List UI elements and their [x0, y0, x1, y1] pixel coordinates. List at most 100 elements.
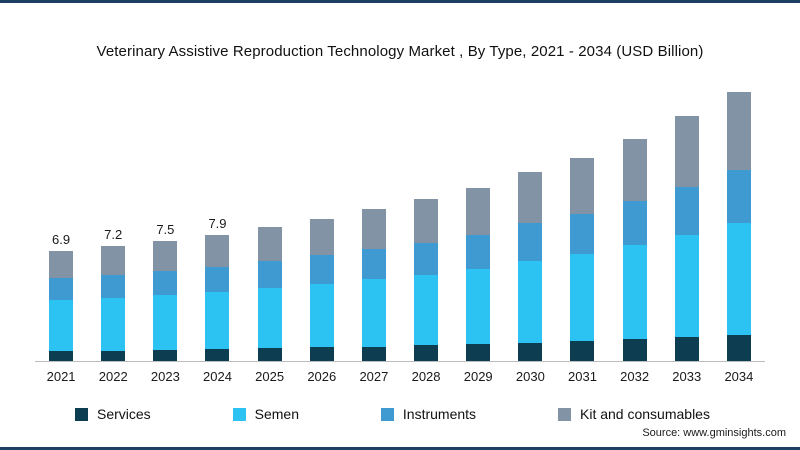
- bar-column-2025: [244, 82, 296, 361]
- segment-services-2033: [674, 337, 699, 361]
- stacked-bar-2021: [49, 250, 74, 361]
- bar-column-2024: 7.9: [191, 82, 243, 361]
- segment-semen-2026: [309, 284, 334, 348]
- bar-value-label-2021: 6.9: [52, 231, 71, 247]
- x-tick-2034: 2034: [724, 369, 754, 384]
- segment-instruments-2021: [49, 277, 74, 301]
- legend-label-instruments: Instruments: [402, 406, 477, 422]
- segment-services-2022: [101, 350, 126, 361]
- segment-services-2029: [466, 344, 491, 361]
- stacked-bar-2024: [205, 234, 230, 361]
- segment-kit-2025: [257, 226, 282, 262]
- x-tick-2022: 2022: [98, 369, 128, 384]
- segment-kit-2034: [726, 92, 751, 170]
- segment-semen-2031: [570, 253, 595, 341]
- segment-semen-2023: [153, 295, 178, 350]
- chart-area: 6.9 7.2 7.5 7.9 2021 2022 2023 2024 2025 2026 202…: [35, 82, 765, 384]
- stacked-bar-2025: [257, 226, 282, 361]
- segment-instruments-2030: [518, 223, 543, 262]
- legend-item-semen: Semen: [232, 406, 299, 422]
- bar-column-2023: 7.5: [139, 82, 191, 361]
- segment-services-2021: [49, 351, 74, 361]
- segment-services-2032: [622, 339, 647, 361]
- legend-label-services: Services: [97, 406, 151, 422]
- segment-instruments-2032: [622, 201, 647, 246]
- stacked-bar-2031: [570, 157, 595, 361]
- segment-kit-2031: [570, 157, 595, 214]
- stacked-bar-2027: [361, 209, 386, 361]
- stacked-bar-2034: [726, 92, 751, 361]
- bar-column-2028: [400, 82, 452, 361]
- segment-services-2027: [361, 346, 386, 361]
- legend-item-services: Services: [75, 406, 151, 422]
- segment-instruments-2028: [414, 242, 439, 275]
- segment-semen-2027: [361, 279, 386, 347]
- segment-kit-2026: [309, 218, 334, 256]
- x-tick-2027: 2027: [359, 369, 389, 384]
- x-tick-2025: 2025: [255, 369, 285, 384]
- segment-instruments-2022: [101, 274, 126, 298]
- plot-area: 6.9 7.2 7.5 7.9: [35, 82, 765, 362]
- x-tick-2023: 2023: [150, 369, 180, 384]
- segment-kit-2027: [361, 209, 386, 250]
- segment-semen-2028: [414, 274, 439, 345]
- segment-services-2028: [414, 345, 439, 361]
- segment-semen-2022: [101, 297, 126, 351]
- segment-instruments-2034: [726, 169, 751, 223]
- x-tick-2024: 2024: [203, 369, 232, 384]
- legend-item-instruments: Instruments: [380, 406, 477, 422]
- segment-semen-2029: [466, 269, 491, 345]
- bar-value-label-2023: 7.5: [156, 222, 175, 238]
- segment-services-2025: [257, 348, 282, 361]
- segment-instruments-2031: [570, 213, 595, 254]
- bar-column-2030: [504, 82, 556, 361]
- bar-column-2029: [452, 82, 504, 361]
- segment-kit-2028: [414, 199, 439, 243]
- segment-semen-2030: [518, 261, 543, 343]
- segment-instruments-2023: [153, 271, 178, 296]
- stacked-bar-2026: [309, 218, 334, 361]
- stacked-bar-2033: [674, 116, 699, 361]
- segment-semen-2034: [726, 222, 751, 335]
- segment-semen-2033: [674, 234, 699, 337]
- bar-column-2021: 6.9: [35, 82, 87, 361]
- bar-value-label-2022: 7.2: [104, 226, 123, 242]
- segment-instruments-2033: [674, 186, 699, 235]
- segment-semen-2025: [257, 288, 282, 349]
- chart-title: Veterinary Assistive Reproduction Techno…: [96, 43, 704, 60]
- segment-kit-2032: [622, 138, 647, 202]
- x-tick-2029: 2029: [463, 369, 493, 384]
- stacked-bar-2029: [466, 188, 491, 361]
- segment-services-2030: [518, 342, 543, 361]
- legend-swatch-kit: [558, 407, 571, 421]
- segment-semen-2021: [49, 300, 74, 352]
- x-tick-2031: 2031: [568, 369, 597, 384]
- legend-swatch-instruments: [380, 407, 394, 421]
- segment-kit-2024: [205, 234, 230, 267]
- segment-kit-2033: [674, 116, 699, 187]
- segment-services-2026: [309, 347, 334, 361]
- x-axis: 2021 2022 2023 2024 2025 2026 2027 2028 2029 2030…: [35, 362, 765, 384]
- stacked-bar-2032: [622, 138, 647, 361]
- segment-instruments-2025: [257, 261, 282, 289]
- legend-label-kit: Kit and consumables: [580, 406, 710, 422]
- bar-column-2032: [609, 82, 661, 361]
- segment-semen-2032: [622, 245, 647, 340]
- segment-kit-2030: [518, 172, 543, 224]
- bar-column-2031: [556, 82, 608, 361]
- segment-services-2023: [153, 349, 178, 361]
- bar-column-2022: 7.2: [87, 82, 139, 361]
- legend-swatch-services: [75, 407, 88, 421]
- bar-value-label-2024: 7.9: [208, 215, 227, 231]
- x-tick-2028: 2028: [411, 369, 441, 384]
- legend: Services Semen Instruments Kit and consumab…: [75, 406, 710, 422]
- x-tick-2030: 2030: [515, 369, 545, 384]
- segment-instruments-2026: [309, 255, 334, 285]
- bar-column-2034: [713, 82, 765, 361]
- x-tick-2032: 2032: [620, 369, 650, 384]
- segment-kit-2029: [466, 188, 491, 235]
- stacked-bar-2023: [153, 241, 178, 361]
- source-credit: Source: www.gminsights.com: [642, 427, 786, 439]
- segment-services-2034: [726, 334, 751, 361]
